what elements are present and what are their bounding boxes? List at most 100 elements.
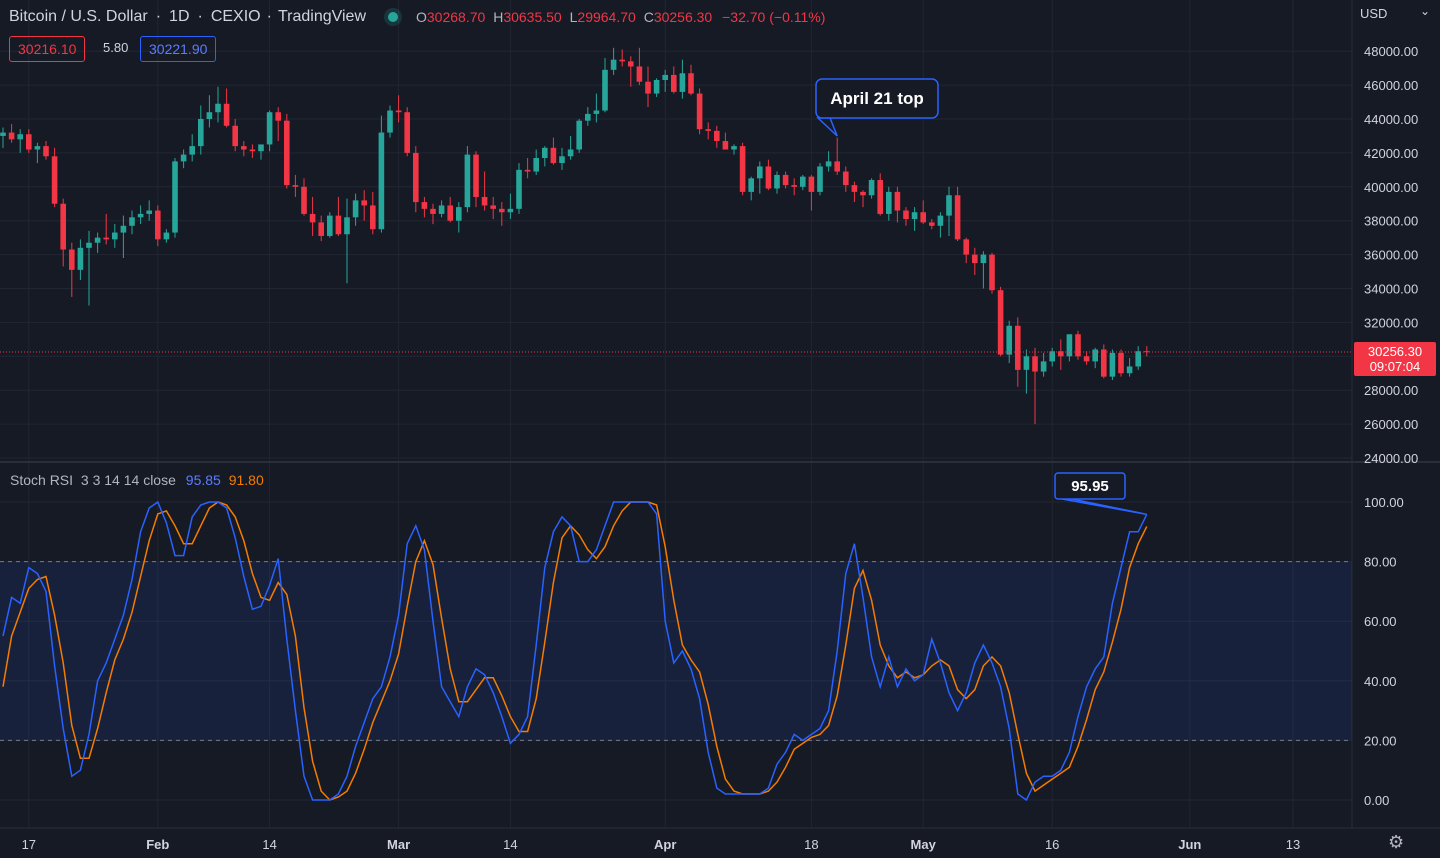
candle-body [103, 237, 109, 240]
candle [129, 210, 135, 235]
candle [94, 232, 101, 253]
sell-price-button[interactable]: 30216.10 [9, 36, 86, 62]
symbol-name[interactable]: Bitcoin / U.S. Dollar [9, 8, 148, 25]
indicator-params: 3 3 14 14 close [80, 472, 176, 488]
exchange-label: CEXIO [210, 8, 261, 25]
osc-tick-label: 40.00 [1364, 674, 1397, 689]
time-tick-label: 13 [1286, 837, 1300, 852]
candle [705, 122, 711, 140]
candle [1083, 351, 1090, 365]
candle [757, 161, 763, 194]
time-tick-label: 16 [1045, 837, 1059, 852]
candle [980, 251, 987, 289]
settings-gear-icon[interactable]: ⚙ [1388, 832, 1405, 852]
candle [834, 137, 840, 175]
price-tick-label: 38000.00 [1364, 214, 1418, 229]
interval-label[interactable]: 1D [169, 8, 190, 25]
candle [946, 186, 952, 236]
candle [567, 135, 574, 160]
candle [413, 146, 419, 213]
candle [0, 127, 6, 148]
candle [17, 129, 23, 153]
callout-box [1054, 472, 1126, 500]
chevron-down-icon[interactable]: ⌄ [1420, 4, 1431, 18]
candle [765, 159, 772, 191]
price-tick-label: 28000.00 [1364, 383, 1418, 398]
candle-body [619, 59, 625, 62]
currency-selector[interactable]: USD [1360, 6, 1388, 21]
candle-body [241, 146, 247, 150]
time-tick-label: Jun [1178, 837, 1201, 852]
candle-body [1023, 356, 1030, 370]
candle [481, 171, 488, 211]
candle-body [473, 154, 479, 197]
candle [997, 286, 1004, 357]
candle-body [34, 146, 41, 150]
candle-body [559, 156, 565, 164]
candle [903, 207, 909, 226]
candle-body [576, 120, 582, 150]
candle [456, 202, 462, 233]
candle [34, 142, 41, 164]
candle [559, 147, 565, 170]
candle-body [0, 132, 6, 136]
candle-body [155, 210, 161, 240]
candle-body [765, 166, 772, 189]
price-tick-label: 34000.00 [1364, 282, 1418, 297]
buy-price-button[interactable]: 30221.90 [140, 36, 217, 62]
candle [344, 198, 350, 284]
candle-body [447, 205, 453, 221]
candle-body [137, 213, 144, 218]
open-value: 30268.70 [426, 9, 486, 25]
candle-body [163, 232, 170, 240]
candle-body [808, 176, 815, 192]
candle [894, 186, 901, 223]
price-tick-label: 42000.00 [1364, 146, 1418, 161]
candle [688, 64, 694, 96]
time-tick-label: May [911, 837, 937, 852]
candle-body [1058, 351, 1064, 357]
candle-body [387, 110, 393, 133]
candle [696, 88, 703, 135]
candle-body [894, 191, 901, 211]
candle [576, 119, 582, 153]
candle-body [868, 180, 875, 196]
candle-body [1032, 356, 1038, 372]
time-tick-label: Mar [387, 837, 410, 852]
candle [490, 196, 496, 220]
candle-body [645, 81, 651, 94]
candle-body [722, 141, 729, 150]
candle [817, 163, 823, 196]
candle-body [309, 213, 316, 223]
candle-body [438, 205, 445, 214]
candle-body [69, 249, 75, 270]
candle-body [602, 69, 608, 111]
candle-body [26, 134, 32, 150]
candle-body [266, 112, 273, 145]
candle-body [696, 93, 703, 130]
candle [1066, 334, 1073, 362]
candle [249, 144, 256, 158]
candle-body [284, 120, 290, 186]
candle-body [172, 161, 178, 233]
osc-tick-label: 100.00 [1364, 495, 1404, 510]
candle-body [550, 147, 557, 164]
candle-body [146, 210, 152, 214]
candle [1126, 357, 1133, 377]
candle-body [421, 202, 428, 209]
candle-body [524, 169, 531, 172]
osc-tick-label: 20.00 [1364, 733, 1397, 748]
candle-body [17, 134, 23, 140]
price-tick-label: 44000.00 [1364, 112, 1418, 127]
candle [69, 242, 75, 297]
candle-body [748, 178, 754, 192]
candle [309, 196, 316, 236]
candle [542, 146, 548, 167]
candle-body [1109, 352, 1116, 377]
candle-body [585, 113, 591, 121]
candle-body [946, 195, 952, 216]
callout-label: 95.95 [1071, 478, 1109, 495]
candle [26, 129, 32, 153]
